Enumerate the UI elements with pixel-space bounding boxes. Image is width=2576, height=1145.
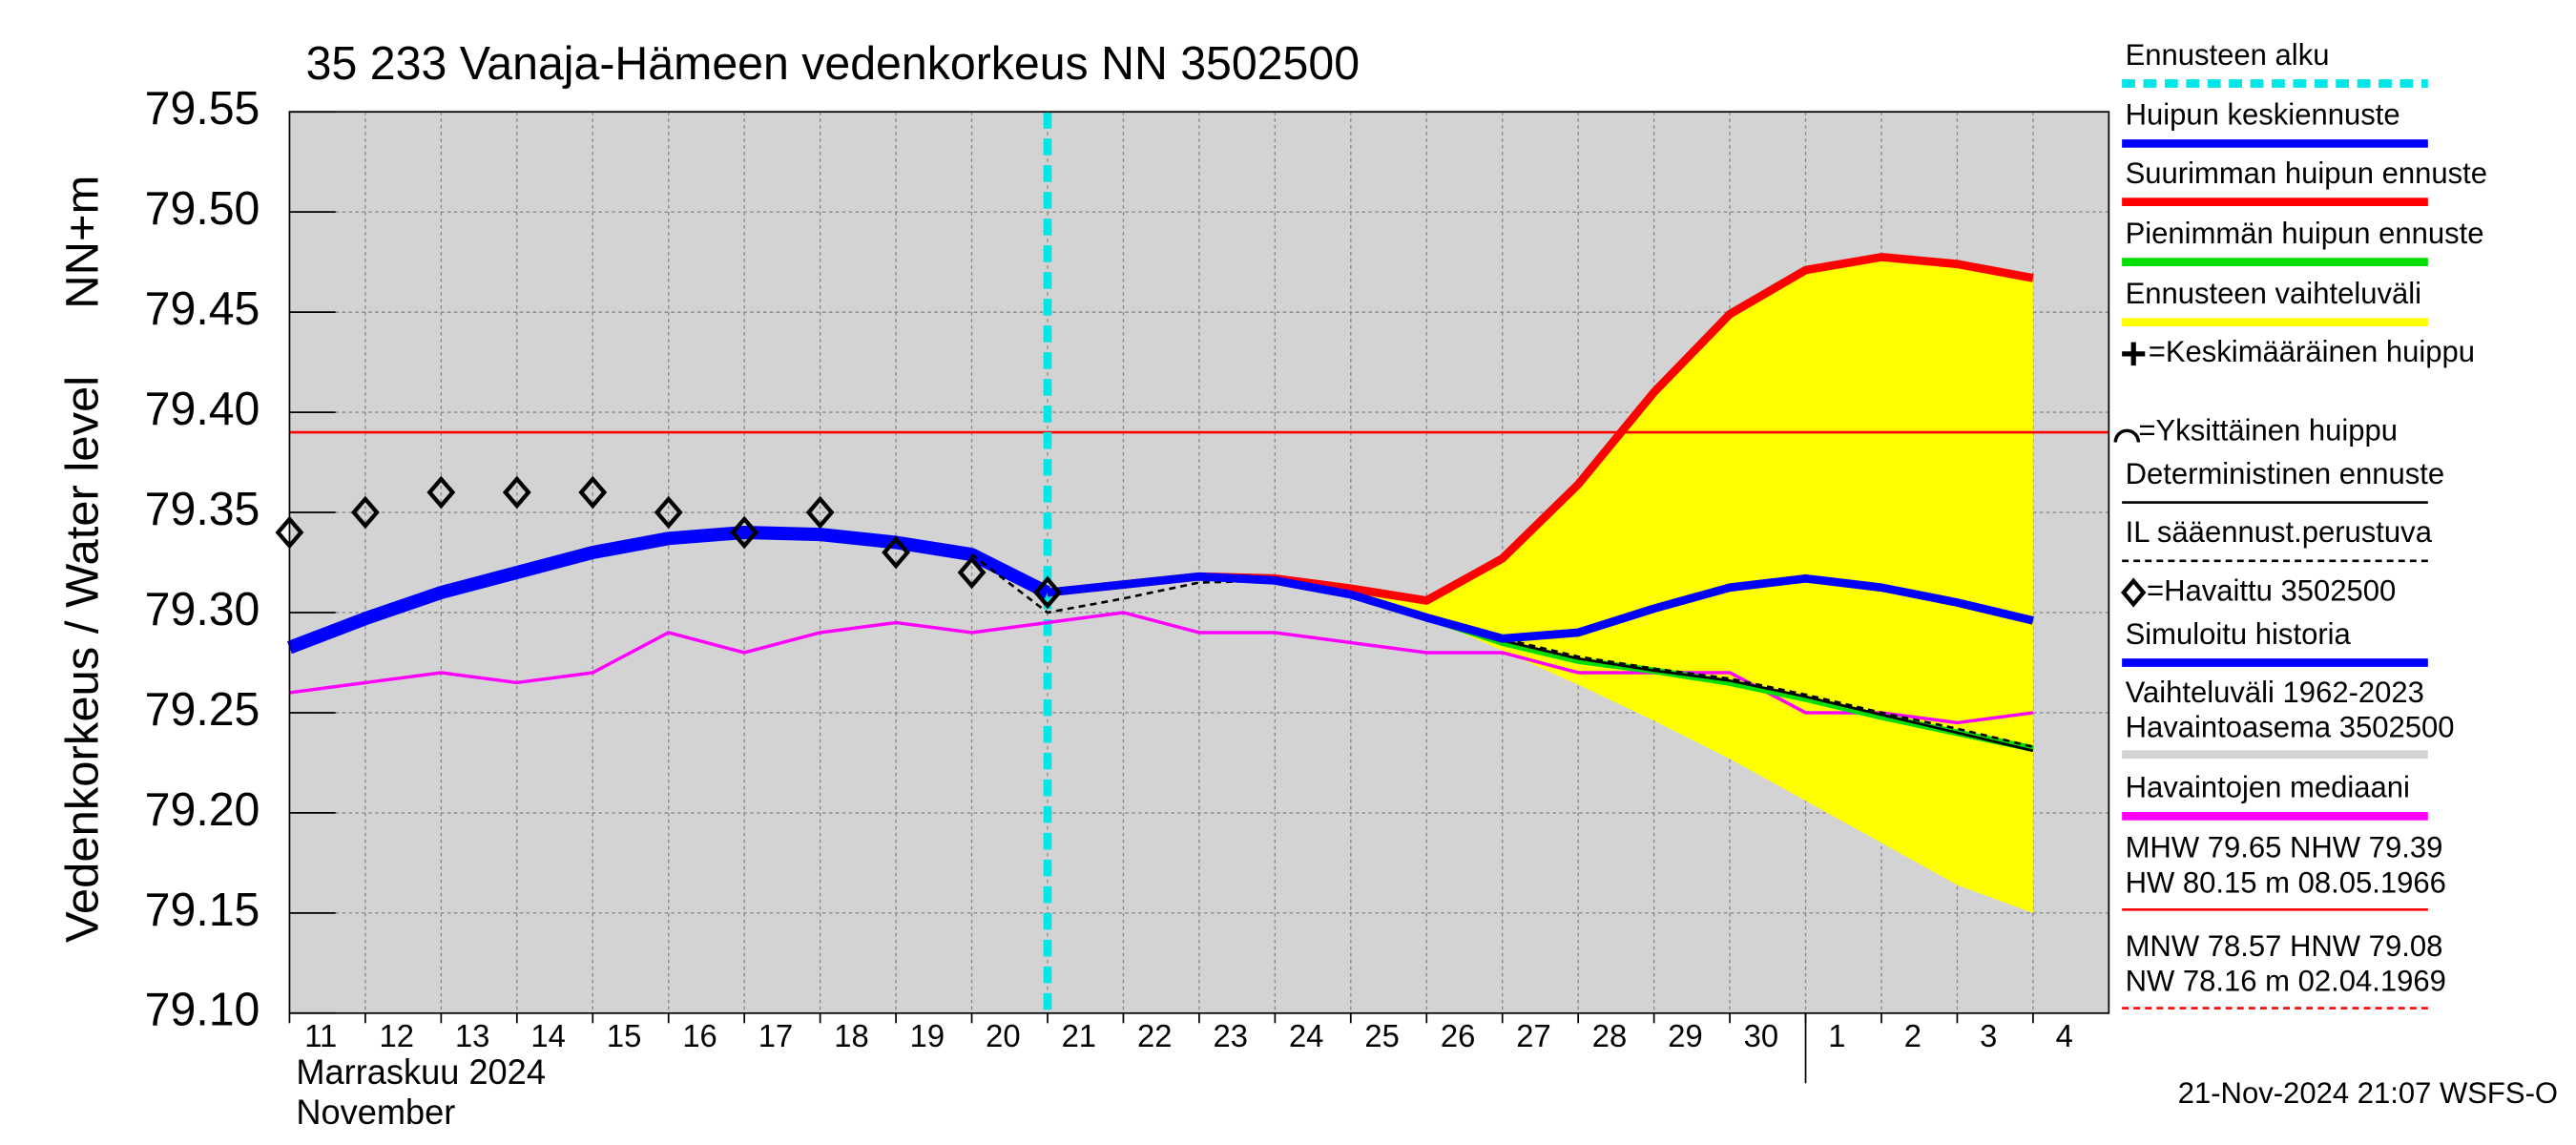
legend-icon (2122, 342, 2146, 366)
x-tick-label: 29 (1668, 1018, 1702, 1053)
legend-label: Ennusteen vaihteluväli (2126, 277, 2421, 310)
x-tick-label: 4 (2056, 1018, 2073, 1053)
x-tick-label: 26 (1441, 1018, 1475, 1053)
legend-label: IL sääennust.perustuva (2126, 515, 2433, 549)
observed-point (502, 475, 531, 510)
footer: 21-Nov-2024 21:07 WSFS-O (2178, 1076, 2558, 1110)
legend-label: Suurimman huipun ennuste (2126, 156, 2487, 190)
legend-label: Deterministinen ennuste (2126, 457, 2445, 490)
legend-label: MNW 78.57 HNW 79.08 (2126, 929, 2443, 963)
legend-label: =Keskimääräinen huippu (2149, 335, 2475, 368)
series-line (1047, 572, 2034, 643)
chart-title: 35 233 Vanaja-Hämeen vedenkorkeus NN 350… (306, 38, 1360, 90)
series-line (289, 611, 2034, 725)
x-tick-label: 19 (910, 1018, 945, 1053)
legend-label: Havaintoasema 3502500 (2126, 711, 2455, 744)
y-tick-label: 79.10 (145, 984, 260, 1035)
legend-label: Simuloitu historia (2126, 617, 2352, 651)
legend-label: Ennusteen alku (2126, 38, 2330, 72)
legend-label: =Havaittu 3502500 (2147, 573, 2396, 607)
series-line (287, 526, 1051, 655)
x-tick-label: 20 (986, 1018, 1020, 1053)
x-tick-label: 3 (1980, 1018, 1997, 1053)
legend-label: HW 80.15 m 08.05.1966 (2126, 865, 2446, 899)
y-tick-label: 79.20 (145, 784, 260, 836)
legend-label: NW 78.16 m 02.04.1969 (2126, 964, 2446, 997)
x-tick-label: 24 (1289, 1018, 1323, 1053)
x-tick-label: 13 (455, 1018, 489, 1053)
y-tick-label: 79.25 (145, 684, 260, 736)
x-tick-label: 21 (1062, 1018, 1096, 1053)
legend-label: Vaihteluväli 1962-2023 (2126, 676, 2424, 709)
observed-point (350, 495, 380, 530)
x-tick-label: 16 (682, 1018, 717, 1053)
x-tick-label: 30 (1744, 1018, 1778, 1053)
observed-point (882, 535, 911, 570)
x-tick-label: 15 (607, 1018, 641, 1053)
observed-point (1033, 575, 1062, 610)
x-tick-label: 18 (834, 1018, 868, 1053)
y-tick-label: 79.55 (145, 83, 260, 135)
legend-icon (2113, 428, 2141, 443)
forecast-range (1047, 257, 2033, 913)
month-label: Marraskuu 2024 (296, 1052, 546, 1092)
y-axis-unit: NN+m (57, 176, 109, 309)
x-tick-label: 11 (304, 1018, 337, 1053)
x-tick-label: 2 (1904, 1018, 1922, 1053)
y-tick-label: 79.30 (145, 584, 260, 635)
legend-label: MHW 79.65 NHW 79.39 (2126, 830, 2443, 864)
legend-label: Pienimmän huipun ennuste (2126, 217, 2484, 250)
legend-icon (2121, 577, 2147, 608)
y-tick-label: 79.35 (145, 484, 260, 535)
y-tick-label: 79.15 (145, 884, 260, 935)
x-tick-label: 27 (1516, 1018, 1550, 1053)
observed-point (805, 495, 835, 530)
x-tick-label: 28 (1592, 1018, 1627, 1053)
x-tick-label: 23 (1214, 1018, 1248, 1053)
x-tick-label: 17 (758, 1018, 793, 1053)
legend-label: =Yksittäinen huippu (2138, 413, 2398, 447)
y-tick-label: 79.50 (145, 183, 260, 235)
series-line (970, 553, 2034, 748)
y-axis-title: Vedenkorkeus / Water level (57, 376, 109, 943)
observed-point (578, 475, 608, 510)
legend-label: Huipun keskiennuste (2126, 98, 2400, 132)
x-tick-label: 22 (1137, 1018, 1172, 1053)
observed-point (654, 495, 683, 530)
y-tick-label: 79.40 (145, 384, 260, 435)
x-tick-label: 12 (380, 1018, 414, 1053)
legend: Ennusteen alku Huipun keskiennuste Suurimm… (2113, 38, 2487, 1010)
x-tick-label: 25 (1364, 1018, 1399, 1053)
x-tick-label: 1 (1828, 1018, 1845, 1053)
legend-label: Havaintojen mediaani (2126, 771, 2410, 804)
marks (275, 112, 2109, 1013)
observed-point (730, 515, 759, 550)
observed-point (426, 475, 456, 510)
observed-point (957, 555, 987, 590)
y-tick-label: 79.45 (145, 283, 260, 335)
x-tick-label: 14 (530, 1018, 565, 1053)
month-label: November (296, 1093, 455, 1132)
